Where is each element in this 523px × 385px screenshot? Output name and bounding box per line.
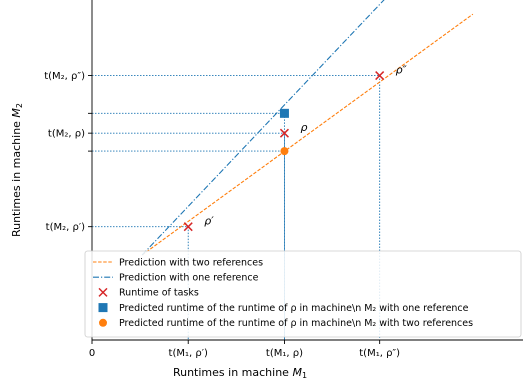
pred-one-marker [279, 108, 289, 118]
series-line-0 [141, 13, 474, 256]
series-line-1 [141, 0, 385, 256]
x-tick-label-2: t(M₁, ρ″) [359, 348, 400, 359]
task-marker-2 [375, 71, 385, 81]
point-label-0: ρ′ [204, 215, 214, 228]
x-axis-title: Runtimes in machine M1 [173, 366, 307, 380]
legend-swatch-2 [98, 287, 108, 297]
legend-label-3: Predicted runtime of the runtime of ρ in… [119, 303, 469, 314]
legend-box [84, 250, 522, 338]
legend-swatch-4 [99, 318, 107, 327]
task-marker-0 [183, 222, 193, 232]
legend-label-2: Runtime of tasks [119, 288, 199, 299]
y-tick-label-1: t(M₂, ρ) [48, 129, 85, 140]
task-marker-1 [279, 128, 289, 138]
legend-label-1: Prediction with one reference [119, 273, 259, 284]
point-label-1: ρ [300, 121, 307, 134]
legend-label-0: Prediction with two references [119, 257, 263, 268]
legend-swatch-3 [98, 303, 108, 313]
y-tick-label-2: t(M₂, ρ″) [44, 71, 85, 82]
y-axis-title: Runtimes in machine M2 [10, 103, 24, 237]
y-tick-label-0: t(M₂, ρ′) [46, 222, 85, 233]
x-tick-label-0: t(M₁, ρ′) [169, 348, 208, 359]
x-tick-label-1: t(M₁, ρ) [266, 348, 303, 359]
legend-label-4: Predicted runtime of the runtime of ρ in… [119, 318, 473, 329]
pred-two-marker [280, 147, 289, 156]
point-label-2: ρ″ [396, 64, 408, 77]
x-tick-label-origin: 0 [89, 348, 95, 359]
